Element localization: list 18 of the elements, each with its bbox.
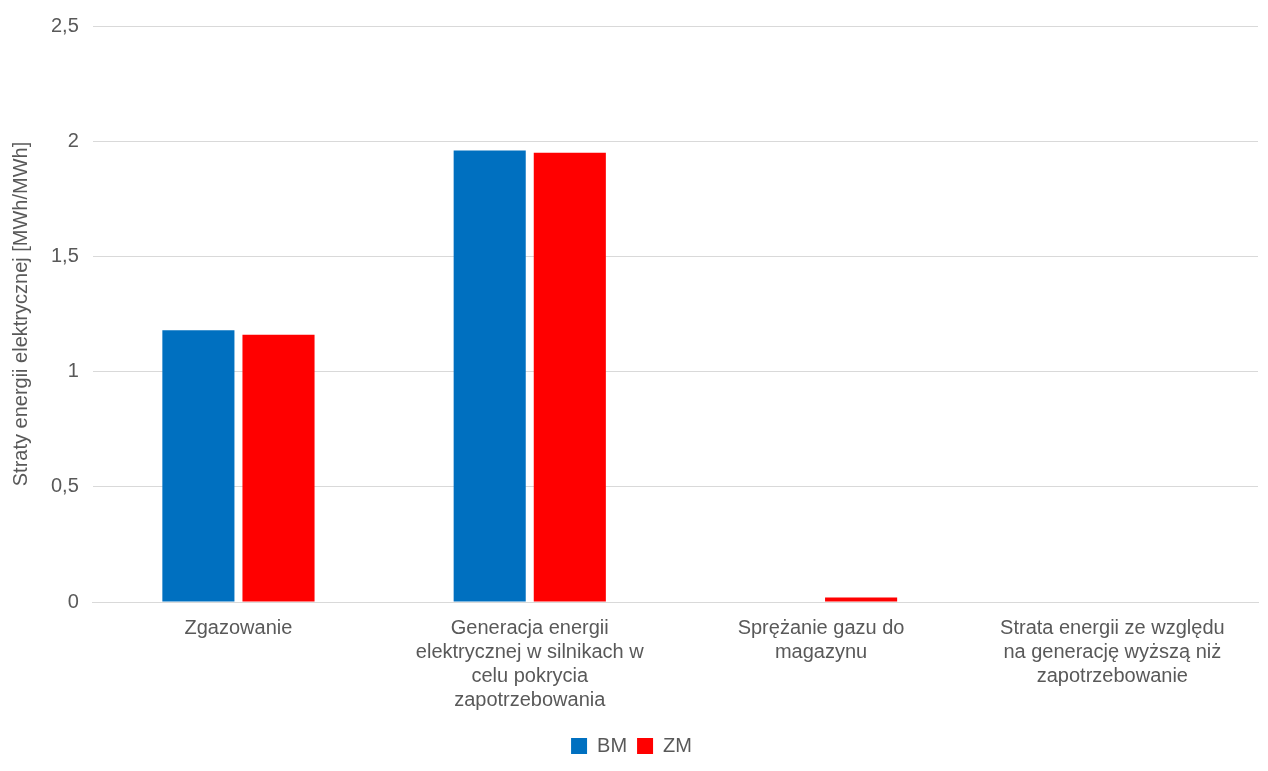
y-tick-label: 2,5 [50,13,79,36]
y-tick-label: 0,5 [50,474,79,497]
legend-label: ZM [663,733,692,756]
legend-label: BM [597,733,628,756]
x-tick-label: Generacja energii elektrycznej w silnikach w celu pokrycia zapotrzebowania [415,615,645,710]
bar [242,334,315,602]
y-tick-label: 1 [67,359,79,382]
y-tick-label: 1,5 [50,243,79,266]
bar [825,597,898,602]
bar [162,330,235,602]
y-tick-label: 0 [67,589,79,612]
bar [533,152,606,602]
bar [453,150,526,602]
x-tick-label: Zgazowanie [184,615,293,638]
y-tick-label: 2 [67,128,79,151]
x-tick-label: Strata energii ze względu na generację wyższą niż zapotrzebowanie [1000,615,1225,686]
x-tick-label: Sprężanie gazu do magazynu [737,615,905,662]
y-axis-title: Straty energii elektrycznej [MWh/MWh] [8,141,31,487]
